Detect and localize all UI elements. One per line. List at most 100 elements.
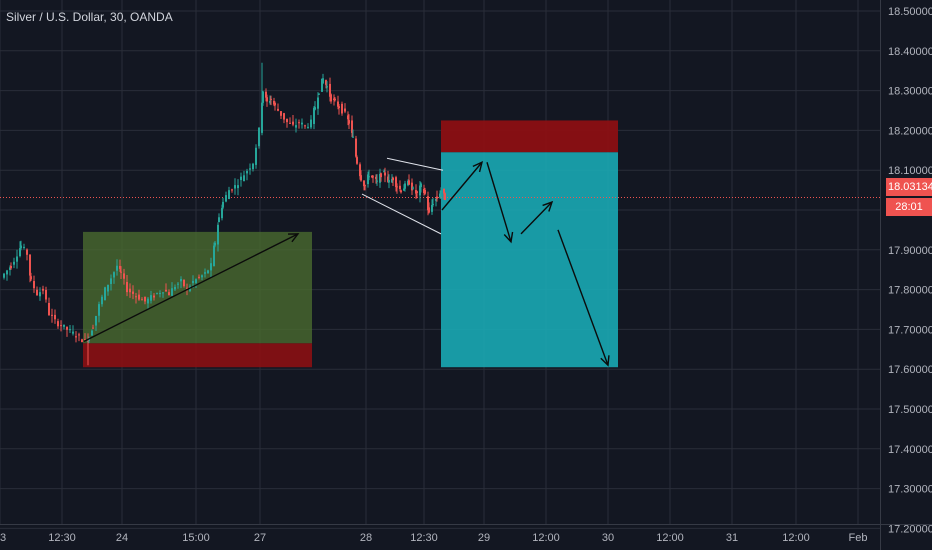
y-tick-label: 17.50000 [888, 404, 932, 416]
candle-body [392, 177, 394, 181]
candle-body [42, 288, 44, 291]
candle-body [277, 108, 279, 111]
candle-body [367, 174, 369, 185]
trend-arrow [83, 233, 300, 342]
candle-body [198, 276, 200, 278]
candle-body [135, 296, 137, 298]
x-tick-label: 28 [360, 532, 372, 544]
candle-body [428, 207, 430, 213]
candle-body [372, 176, 374, 178]
candle-body [156, 293, 158, 295]
x-tick-label: 15:00 [182, 532, 210, 544]
candle-body [352, 136, 354, 138]
y-tick-label: 18.10000 [888, 165, 932, 177]
candle-body [314, 107, 316, 110]
candle-body [344, 108, 346, 112]
candle-body [347, 115, 349, 120]
candle-body [16, 256, 18, 262]
candle-body [404, 183, 406, 189]
candle-body [110, 278, 112, 284]
y-tick-label: 17.40000 [888, 444, 932, 456]
candle-body [23, 246, 25, 248]
candle-body [33, 281, 35, 289]
candle-body [183, 279, 185, 287]
candle-body [338, 106, 340, 109]
candle-body [222, 201, 224, 208]
candle-body [255, 147, 257, 165]
arrow-head [472, 161, 484, 173]
candle-body [313, 107, 315, 124]
candle-body [419, 185, 421, 196]
candle-body [435, 198, 437, 201]
candle-body [75, 336, 77, 338]
candle-body [298, 122, 300, 124]
candle-body [119, 265, 121, 269]
candle-body [351, 120, 353, 133]
arrow-shaft [441, 161, 483, 211]
candle-body [57, 321, 59, 327]
candle-body [431, 204, 433, 212]
x-tick-label: 29 [478, 532, 490, 544]
candle-body [375, 176, 377, 179]
y-tick-label: 17.70000 [888, 324, 932, 336]
candle-body [427, 196, 429, 211]
candle-body [217, 224, 219, 245]
candle-body [162, 292, 164, 294]
candle-body [234, 185, 236, 189]
candle-body [424, 189, 426, 194]
candle-body [129, 288, 131, 293]
candle-body [412, 187, 414, 189]
candle-body [317, 97, 319, 109]
x-tick-label: 12:00 [532, 532, 560, 544]
long-position-stop-zone [83, 343, 312, 368]
arrow-head [287, 233, 300, 243]
arrow-shaft [83, 233, 299, 342]
candle-body [295, 125, 297, 128]
candle-body [168, 292, 170, 296]
candle-body [273, 100, 275, 105]
candle-body [283, 113, 285, 120]
candle-body [101, 296, 103, 305]
candle-body [258, 127, 260, 147]
y-tick-label: 17.60000 [888, 364, 932, 376]
candle-body [95, 315, 97, 326]
candle-body [240, 176, 242, 181]
candle-body [301, 122, 303, 125]
x-tick-label: Feb [849, 532, 868, 544]
candle-body [29, 254, 31, 276]
candle-body [364, 185, 366, 187]
candle-body [45, 289, 47, 300]
candle-body [81, 339, 83, 343]
candle-body [231, 189, 233, 191]
candle-body [63, 324, 65, 327]
candle-body [138, 294, 140, 300]
candle-body [416, 191, 418, 193]
candle-body [252, 163, 254, 170]
x-tick-label: 23 [0, 532, 6, 544]
x-tick-label: 27 [254, 532, 266, 544]
candle-body [144, 296, 146, 302]
candle-body [310, 119, 312, 128]
candle-body [348, 120, 350, 124]
candle-body [91, 330, 93, 336]
arrow-shaft [520, 201, 553, 235]
candle-body [243, 175, 245, 182]
candle-body [388, 180, 390, 183]
trend-arrow [486, 162, 514, 244]
candle-body [274, 102, 276, 106]
candle-body [266, 97, 268, 102]
y-tick-label: 17.90000 [888, 245, 932, 257]
arrow-shaft [486, 162, 512, 243]
candle-body [307, 126, 309, 128]
candle-body [325, 80, 327, 85]
candle-body [165, 289, 167, 292]
candle-body [356, 157, 358, 164]
candle-body [322, 78, 324, 84]
candle-body [270, 98, 272, 100]
candle-body [132, 291, 134, 294]
candle-body [126, 281, 128, 293]
candle-body [123, 273, 125, 279]
candle-body [113, 272, 115, 278]
y-tick-label: 17.30000 [888, 484, 932, 496]
